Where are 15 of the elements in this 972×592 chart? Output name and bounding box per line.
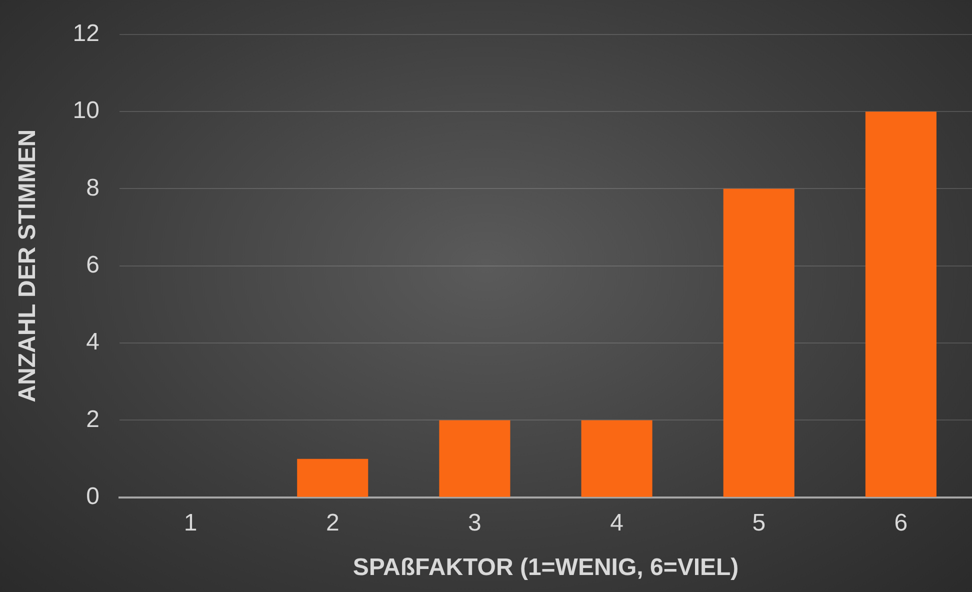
y-tick-label: 4 (86, 328, 100, 356)
y-tick-label: 2 (86, 406, 100, 433)
y-tick-label: 8 (86, 174, 100, 202)
x-tick-label: 6 (894, 509, 908, 536)
y-tick-label: 0 (86, 483, 100, 510)
x-tick-label: 1 (184, 509, 198, 536)
x-axis-title: SPAßFAKTOR (1=WENIG, 6=VIEL) (352, 554, 739, 582)
y-tick-label: 12 (72, 20, 100, 48)
x-tick-label: 5 (752, 509, 766, 536)
x-tick-label: 4 (610, 509, 624, 536)
y-tick-label: 10 (72, 97, 100, 124)
x-tick-label: 3 (468, 509, 482, 536)
y-tick-label: 6 (86, 252, 100, 279)
y-axis-title: ANZAHL DER STIMMEN (14, 129, 42, 402)
x-tick-label: 2 (326, 509, 340, 536)
